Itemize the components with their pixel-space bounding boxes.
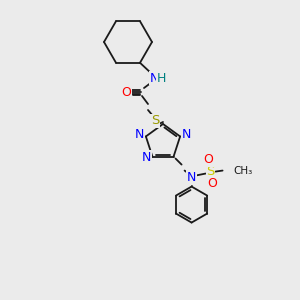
Text: O: O bbox=[121, 85, 131, 98]
Text: O: O bbox=[204, 153, 214, 166]
Text: S: S bbox=[206, 165, 215, 178]
Text: N: N bbox=[135, 128, 145, 141]
Text: S: S bbox=[151, 115, 159, 128]
Text: H: H bbox=[156, 71, 166, 85]
Text: O: O bbox=[208, 177, 218, 190]
Text: CH₃: CH₃ bbox=[234, 166, 253, 176]
Text: N: N bbox=[182, 128, 191, 141]
Text: N: N bbox=[149, 71, 159, 85]
Text: N: N bbox=[142, 151, 151, 164]
Text: N: N bbox=[187, 171, 196, 184]
